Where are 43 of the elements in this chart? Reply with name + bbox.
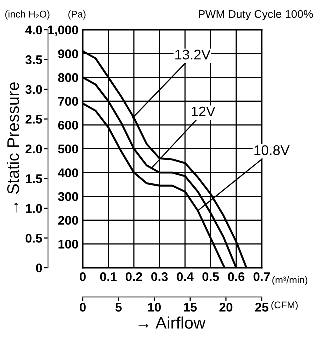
chart-title: PWM Duty Cycle 100% — [199, 10, 314, 20]
y-tick-label: 2.5 — [26, 115, 42, 124]
x-tick-label: 0.7 — [254, 272, 270, 282]
x-tick-label: 0.1 — [100, 272, 117, 282]
y-tick-label: 4.0 — [26, 26, 42, 35]
y2-tick-label: 400 — [58, 168, 78, 178]
x2-tick-label: 15 — [184, 303, 198, 312]
y-tick-label: 0 — [36, 264, 42, 273]
x-tick-label: 0.4 — [177, 272, 194, 282]
y-tick-label: 1.5 — [26, 174, 42, 184]
y2-tick-label: 500 — [58, 144, 78, 154]
x2-tick-label: 20 — [220, 303, 233, 312]
y2-tick-label: 200 — [58, 216, 78, 226]
y-tick-label: 1.0 — [26, 204, 42, 214]
y-axis-title: → Static Pressure — [7, 82, 20, 213]
x-tick-label: 0.2 — [126, 272, 142, 282]
x-axis-title: → Airflow — [138, 316, 206, 329]
x-tick-label: 0 — [80, 272, 86, 282]
y2-tick-label: 100 — [58, 240, 78, 249]
text: (m³/min) — [272, 276, 308, 286]
y-tick-label: 3.0 — [26, 85, 42, 94]
y-tick-label: 3.5 — [26, 56, 42, 64]
x2-tick-label: 5 — [116, 303, 122, 312]
x-tick-label: 0.3 — [152, 272, 168, 282]
y2-tick-label: 1,000 — [48, 26, 78, 36]
y-tick-label: 0.5 — [26, 234, 42, 243]
y2-tick-label: 900 — [58, 50, 78, 58]
y2-tick-label: 600 — [58, 121, 78, 130]
x-tick-label: 0.5 — [202, 272, 220, 282]
x2-tick-label: 25 — [255, 303, 269, 312]
x2-axis-title: (CFM) — [272, 301, 298, 311]
y2-tick-label: 700 — [58, 97, 78, 106]
annotation: 10.8V — [254, 146, 290, 156]
y2-tick-label: 300 — [58, 192, 78, 202]
y2-axis-title: (Pa) — [68, 10, 86, 20]
text: (inch H₂O) — [6, 10, 50, 20]
annotation: 13.2V — [176, 50, 211, 60]
x2-tick-label: 10 — [148, 303, 162, 312]
x-tick-label: 0.6 — [228, 272, 245, 282]
annotation: 12V — [192, 106, 216, 117]
y-tick-label: 2.0 — [26, 144, 42, 154]
x2-tick-label: 0 — [80, 303, 86, 312]
y2-tick-label: 800 — [58, 73, 78, 82]
